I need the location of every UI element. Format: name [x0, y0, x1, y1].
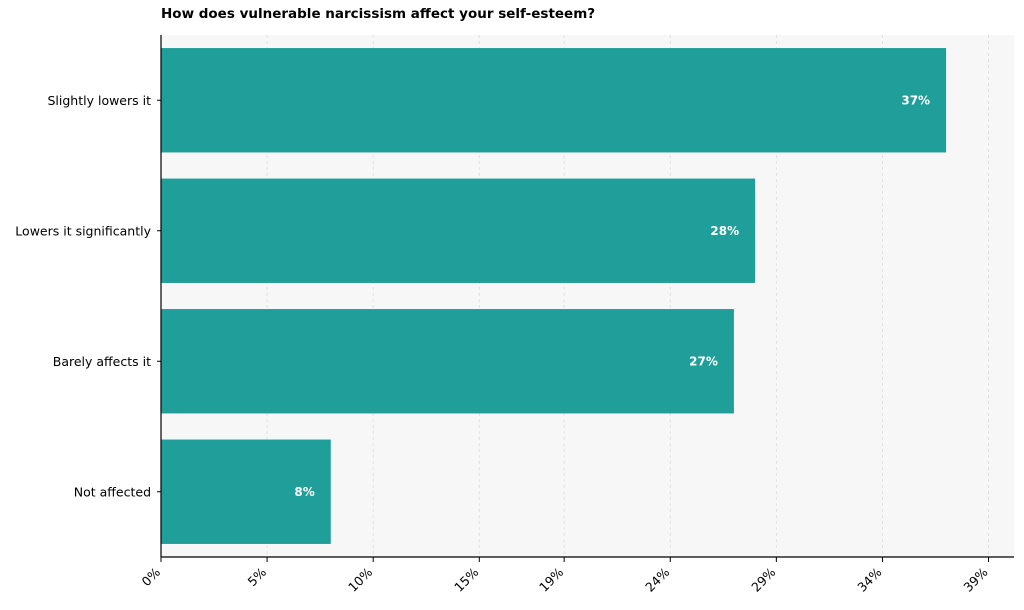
- x-tick-label: 29%: [748, 564, 778, 594]
- y-tick-label: Slightly lowers it: [47, 93, 151, 108]
- data-label: 28%: [710, 224, 739, 238]
- x-tick-label: 10%: [345, 564, 375, 594]
- y-tick-label: Not affected: [74, 484, 151, 499]
- x-tick-label: 34%: [854, 564, 884, 594]
- y-tick-label: Barely affects it: [53, 354, 151, 369]
- x-tick-label: 24%: [642, 564, 672, 594]
- x-tick-label: 0%: [138, 564, 163, 589]
- chart-title: How does vulnerable narcissism affect yo…: [161, 6, 596, 22]
- bar: [161, 309, 734, 414]
- bar: [161, 178, 756, 283]
- bar: [161, 48, 947, 153]
- data-label: 37%: [901, 93, 930, 107]
- bar: [161, 439, 331, 544]
- data-label: 27%: [689, 354, 718, 368]
- x-tick-label: 5%: [245, 564, 270, 589]
- x-tick-label: 39%: [960, 564, 990, 594]
- x-tick-label: 15%: [451, 564, 481, 594]
- data-label: 8%: [294, 485, 314, 499]
- y-tick-label: Lowers it significantly: [15, 223, 151, 238]
- x-tick-label: 19%: [536, 564, 566, 594]
